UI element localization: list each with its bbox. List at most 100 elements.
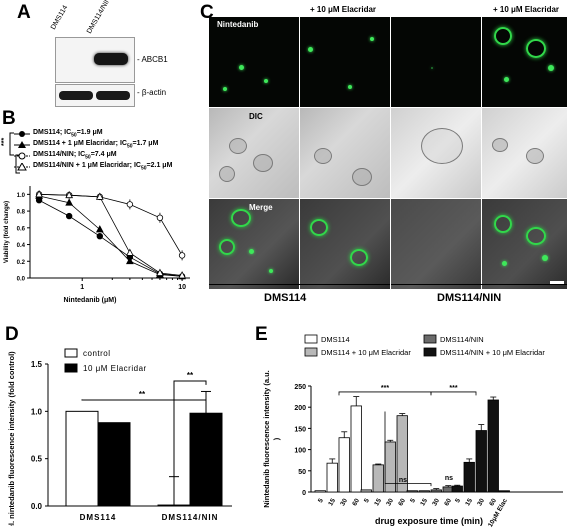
data-point (65, 212, 73, 220)
row-label-nintedanib: Nintedanib (217, 20, 259, 29)
y-tick-label: 0.5 (31, 455, 43, 464)
x-tick-label: 1 (80, 284, 84, 291)
y-tick-label: 0.8 (17, 210, 26, 216)
y-tick-label: 100 (294, 448, 306, 455)
col-header-elacridar-1: + 10 μM Elacridar (310, 5, 377, 14)
band-actin-1 (59, 91, 93, 100)
legend-item: DMS114; IC50=1.9 μM (14, 128, 204, 139)
x-tick-label: 15 (327, 497, 337, 507)
data-point (156, 268, 164, 276)
scale-bar (550, 281, 564, 284)
y-tick-label: 1.0 (31, 407, 43, 416)
bar (430, 489, 442, 493)
x-tick-label: 5 (363, 497, 371, 504)
panel-b-legend: DMS114; IC50=1.9 μM DMS114 + 1 μM Elacri… (14, 128, 204, 172)
data-point (126, 256, 134, 265)
data-point (65, 198, 74, 206)
legend-label: DMS114/NIN; IC50=7.4 μM (33, 150, 117, 161)
y-tick-label: 50 (298, 469, 306, 476)
legend-item: DMS114/NIN; IC50=7.4 μM (14, 150, 204, 161)
y-tick-label: 0.0 (17, 277, 26, 283)
bar (338, 437, 350, 493)
bar (97, 422, 131, 507)
x-tick-label: 5 (454, 497, 462, 504)
image-dic-dms114-elac (300, 108, 390, 198)
category-label: DMS114/NIN (162, 513, 219, 522)
image-merge-dms114-elac (300, 199, 390, 289)
cell-line-label-dms114: DMS114 (264, 292, 307, 304)
row-label-dic: DIC (249, 112, 263, 121)
band-actin-2 (96, 91, 130, 100)
x-tick-label: 30 (385, 497, 395, 507)
y-tick-label: 250 (294, 384, 306, 391)
x-tick-label: 15 (464, 497, 474, 507)
sig-bracket (81, 399, 206, 401)
lane-label-dms114-nin: DMS114/NIN (85, 0, 113, 36)
legend-swatch-elacridar (64, 363, 78, 373)
series-line (39, 195, 183, 277)
series-line (39, 193, 183, 256)
x-tick-label: 60 (488, 497, 498, 507)
bar (418, 490, 430, 493)
legend-item: DMS114 + 1 μM Elacridar; IC50=1.7 μM (14, 139, 204, 150)
x-tick-label: 5 (409, 497, 417, 504)
x-axis-label: drug exposure time (min) (375, 516, 483, 526)
legend-label-elacridar: 10 μM Elacridar (83, 364, 147, 373)
y-tick-label: 0.2 (17, 260, 26, 266)
bar (406, 490, 418, 493)
category-label: DMS114 (80, 513, 117, 522)
sig-label: *** (381, 385, 389, 392)
x-tick-label: 15 (419, 497, 429, 507)
legend-label: DMS114 + 10 μM Elacridar (321, 348, 411, 357)
panel-d-letter: D (5, 324, 19, 345)
sig-label: ns (445, 475, 453, 482)
bar (475, 430, 487, 493)
bar (326, 462, 338, 493)
legend-label: DMS114 + 1 μM Elacridar; IC50=1.7 μM (33, 139, 159, 150)
sig-bracket (173, 380, 207, 497)
x-tick-label: 60 (351, 497, 361, 507)
image-dic-nin-elac (482, 108, 567, 198)
col-header-elacridar-2: + 10 μM Elacridar (493, 5, 560, 14)
western-blot (55, 37, 135, 107)
panel-b-letter: B (2, 108, 16, 129)
y-axis-label: ) (272, 437, 281, 440)
image-nintedanib-nin-elac (482, 17, 567, 107)
image-merge-dms114 (209, 199, 299, 289)
bar (350, 405, 362, 493)
sig-bracket (384, 411, 432, 487)
x-tick-label: 60 (443, 497, 453, 507)
lane-label-dms114: DMS114 (49, 4, 70, 31)
data-point (65, 190, 74, 199)
bar (384, 441, 396, 493)
image-dic-nin (391, 108, 481, 198)
cell-line-frame-right (391, 284, 567, 285)
legend-label-control: control (83, 349, 111, 358)
data-point (126, 248, 134, 256)
panel-e-letter: E (255, 324, 268, 345)
fluorescence-fold-chart: 0.0 0.5 1.0 1.5 Rel. nintedanib fluorescence… (7, 348, 232, 526)
image-nintedanib-dms114-elac (300, 17, 390, 107)
bar (487, 399, 499, 493)
x-axis-label: Nintedanib (μM) (64, 297, 117, 304)
image-nintedanib-nin (391, 17, 481, 107)
data-point (96, 232, 104, 240)
legend-label: DMS114 (321, 335, 350, 344)
image-merge-nin-elac (482, 199, 567, 289)
y-tick-label: 0 (302, 490, 306, 497)
bar (498, 490, 510, 493)
legend-swatch (304, 347, 318, 357)
bar (372, 464, 384, 493)
x-tick-label: 30 (476, 497, 486, 507)
bar (360, 489, 372, 493)
blot-abcb1 (55, 37, 135, 83)
y-tick-label: 1.5 (31, 360, 43, 369)
cell-line-label-nin: DMS114/NIN (437, 292, 502, 304)
microscopy-grid: Nintedanib DIC Merge (209, 17, 567, 289)
band-label-actin: - β-actin (137, 88, 167, 97)
sig-label: ns (399, 477, 407, 484)
legend-swatch (423, 334, 437, 344)
bar (451, 485, 463, 493)
legend-label: DMS114/NIN + 1 μM Elacridar; IC50=2.1 μM (33, 161, 173, 172)
x-tick-label: 15 (373, 497, 383, 507)
